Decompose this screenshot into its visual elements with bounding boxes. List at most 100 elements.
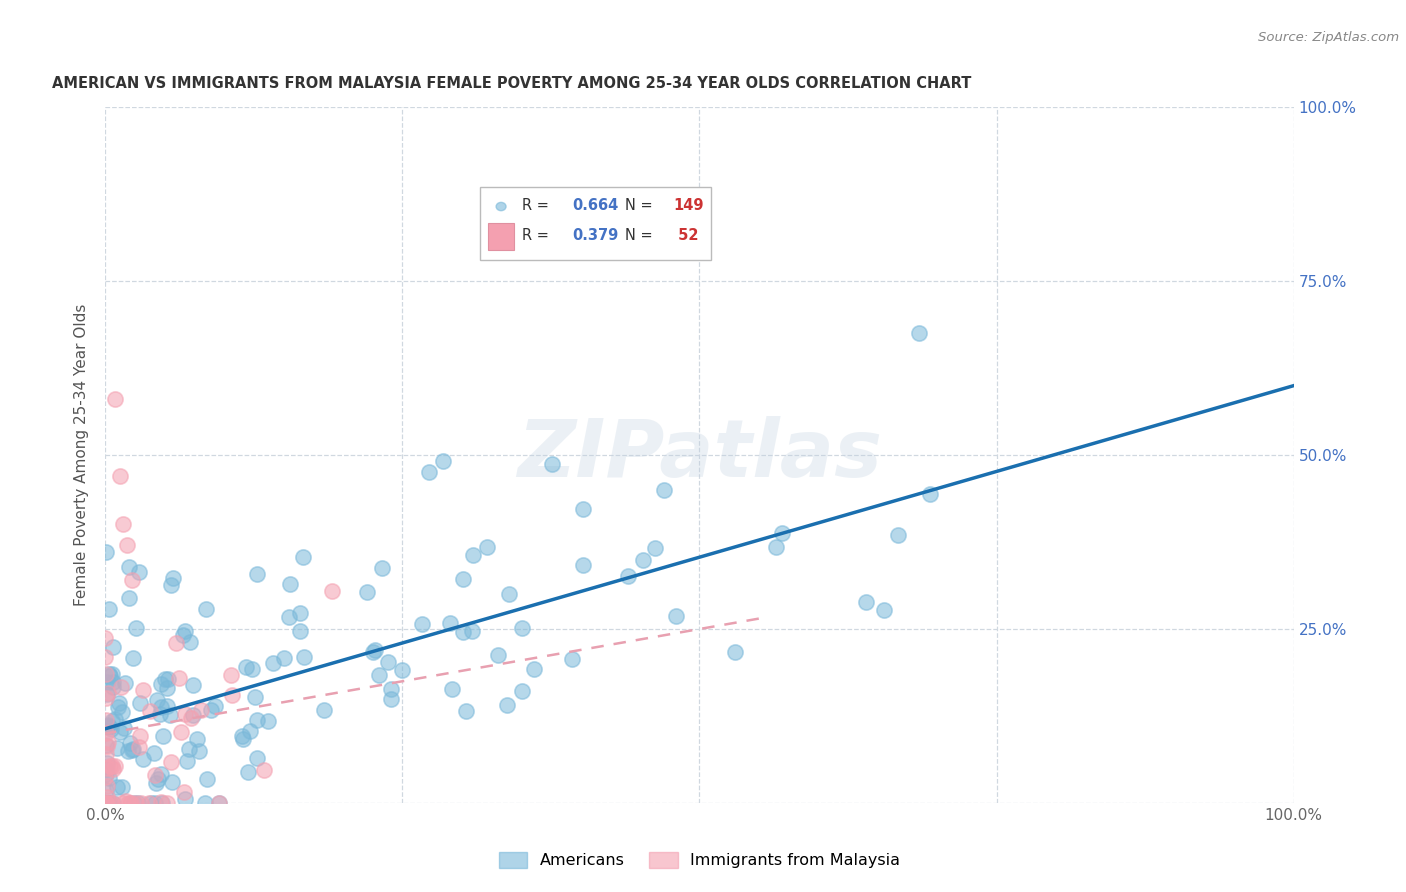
Point — [187, 744, 209, 758]
Point — [101, 714, 124, 729]
Point — [98, 602, 121, 616]
Point — [117, 796, 139, 810]
Point — [886, 528, 908, 542]
Point — [221, 688, 243, 702]
Point — [172, 628, 194, 642]
Point — [122, 742, 145, 756]
Point — [96, 674, 118, 689]
Point — [195, 772, 218, 787]
Point — [96, 739, 118, 753]
Point — [195, 602, 218, 616]
Point — [96, 762, 118, 776]
Point — [200, 703, 222, 717]
Point — [98, 669, 121, 683]
Point — [571, 502, 593, 516]
Point — [117, 743, 139, 757]
Point — [174, 706, 197, 721]
Point — [121, 573, 143, 587]
Point — [235, 660, 257, 674]
Point — [908, 326, 931, 340]
Point — [129, 730, 152, 744]
Point — [107, 700, 129, 714]
Point — [156, 681, 179, 696]
Point — [112, 721, 135, 735]
Point — [132, 683, 155, 698]
Point — [94, 796, 117, 810]
Text: 0.664: 0.664 — [572, 198, 619, 213]
Point — [312, 703, 335, 717]
Point — [231, 729, 253, 743]
Point — [97, 719, 120, 733]
Point — [242, 662, 264, 676]
Point — [122, 651, 145, 665]
Text: N =: N = — [624, 198, 657, 213]
Point — [98, 796, 121, 810]
Point — [125, 621, 148, 635]
Point — [143, 796, 166, 810]
Point — [498, 586, 520, 600]
Point — [96, 687, 118, 701]
Point — [94, 782, 117, 797]
Point — [120, 796, 142, 810]
Point — [495, 698, 517, 713]
Point — [121, 742, 143, 756]
Point — [246, 713, 269, 727]
Point — [104, 759, 127, 773]
Point — [156, 796, 179, 810]
Point — [186, 732, 208, 747]
Point — [97, 796, 120, 810]
Text: 0.379: 0.379 — [572, 228, 619, 244]
Point — [770, 525, 793, 540]
Point — [104, 712, 127, 726]
FancyBboxPatch shape — [488, 222, 515, 251]
Point — [98, 796, 121, 810]
Point — [245, 690, 267, 705]
Point — [291, 549, 314, 564]
Point — [125, 796, 148, 810]
Point — [510, 621, 533, 635]
Point — [94, 738, 117, 752]
Point — [138, 704, 160, 718]
Point — [160, 755, 183, 769]
Point — [96, 767, 118, 781]
Point — [238, 764, 260, 779]
Point — [232, 731, 254, 746]
Text: AMERICAN VS IMMIGRANTS FROM MALAYSIA FEMALE POVERTY AMONG 25-34 YEAR OLDS CORREL: AMERICAN VS IMMIGRANTS FROM MALAYSIA FEM… — [52, 76, 972, 91]
Point — [572, 558, 595, 573]
Point — [111, 780, 134, 795]
Point — [246, 567, 269, 582]
Point — [97, 796, 120, 810]
Point — [616, 569, 638, 583]
Point — [149, 676, 172, 690]
Point — [159, 707, 181, 722]
Text: N =: N = — [624, 228, 657, 244]
Point — [103, 762, 125, 776]
Point — [120, 796, 142, 810]
Point — [97, 717, 120, 731]
Point — [96, 756, 118, 770]
Point — [101, 674, 124, 689]
Point — [94, 545, 117, 559]
Point — [97, 686, 120, 700]
Point — [180, 711, 202, 725]
Point — [167, 671, 190, 685]
Point — [380, 692, 402, 706]
Point — [100, 796, 122, 810]
Point — [115, 794, 138, 808]
Point — [97, 667, 120, 681]
Point — [148, 706, 170, 721]
Point — [855, 595, 877, 609]
Text: Source: ZipAtlas.com: Source: ZipAtlas.com — [1258, 31, 1399, 45]
Point — [143, 768, 166, 782]
Point — [146, 693, 169, 707]
Point — [174, 624, 197, 638]
Point — [96, 796, 118, 810]
Point — [477, 540, 499, 554]
Point — [94, 796, 117, 810]
Point — [918, 487, 941, 501]
Point — [108, 725, 131, 739]
Point — [96, 713, 118, 727]
Point — [100, 759, 122, 773]
Point — [451, 572, 474, 586]
Point — [165, 636, 187, 650]
